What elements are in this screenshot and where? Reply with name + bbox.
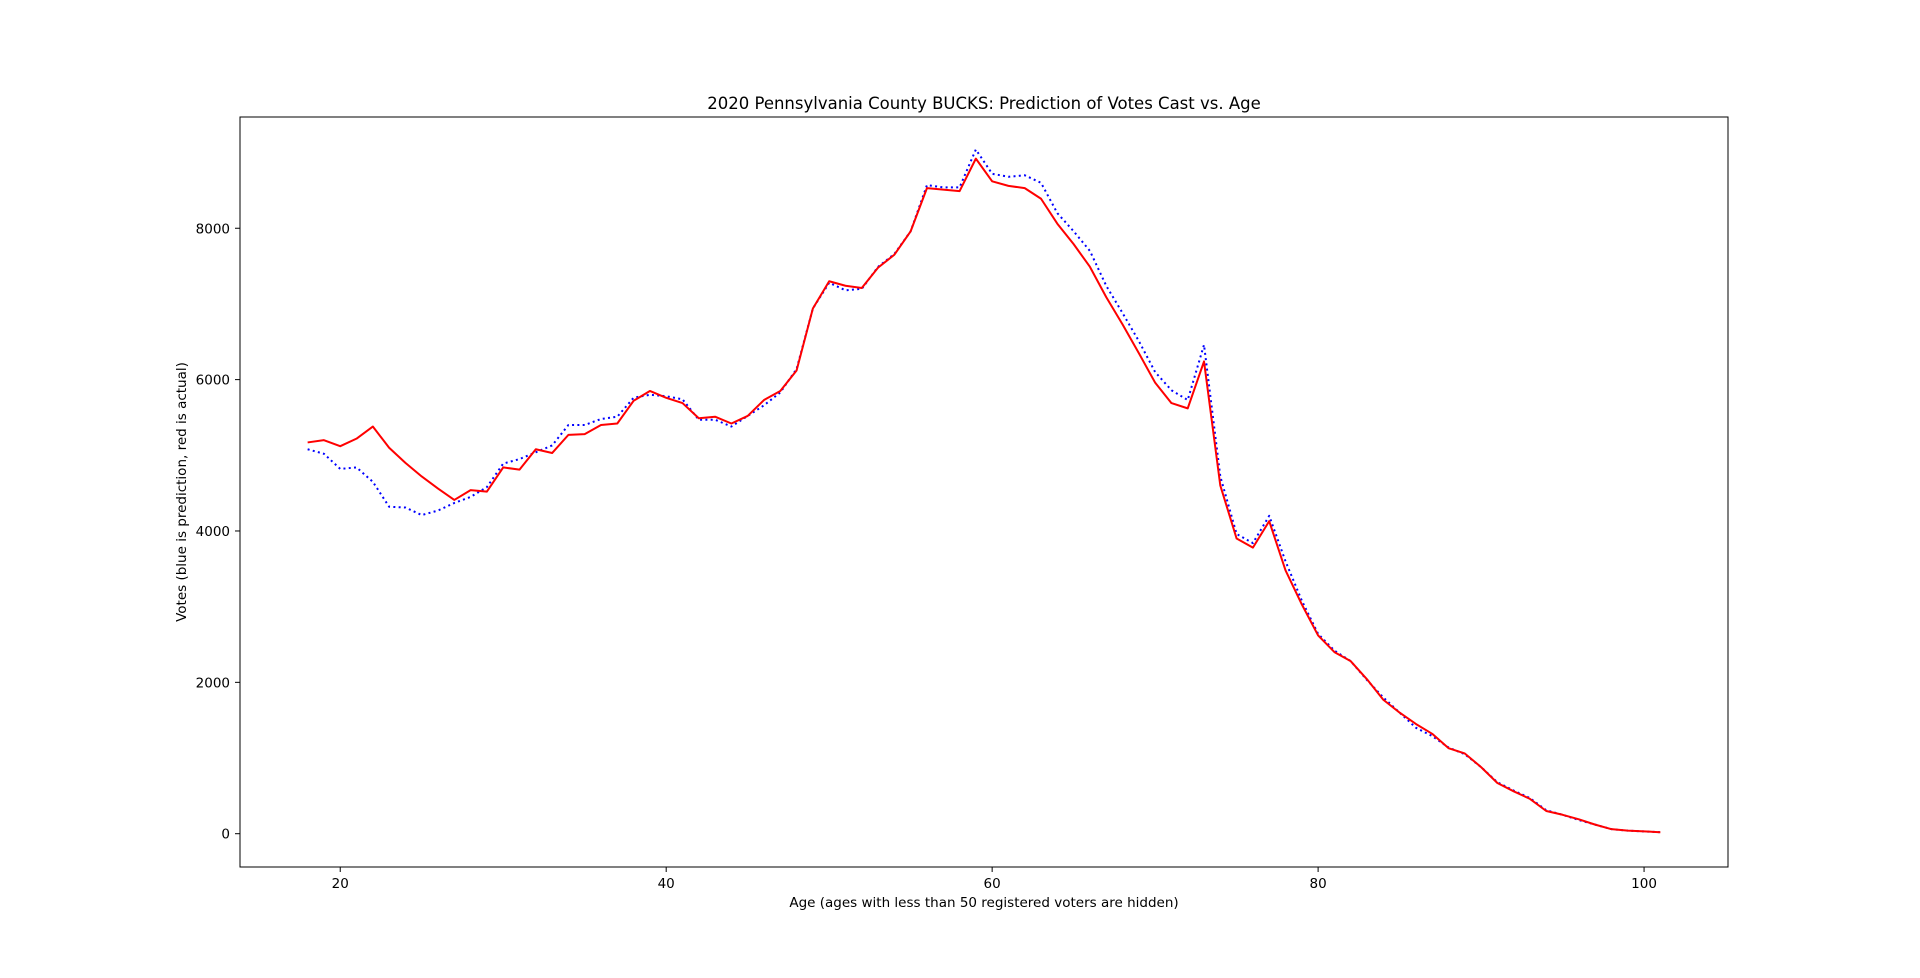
x-tick-label: 80 [1310, 876, 1327, 892]
y-tick-label: 0 [221, 827, 230, 843]
y-tick-label: 4000 [196, 524, 230, 540]
x-axis: 20 40 60 80 100 [332, 867, 1657, 892]
x-tick-label: 20 [332, 876, 349, 892]
plot-frame [239, 116, 1729, 868]
x-tick-label: 40 [658, 876, 675, 892]
y-tick-label: 6000 [196, 373, 230, 389]
x-axis-label: Age (ages with less than 50 registered v… [789, 895, 1178, 911]
x-tick-label: 60 [984, 876, 1001, 892]
y-axis: 0 2000 4000 6000 8000 [196, 221, 240, 843]
chart-title: 2020 Pennsylvania County BUCKS: Predicti… [707, 94, 1261, 113]
series-layer [307, 148, 1661, 834]
x-tick-label: 100 [1631, 876, 1657, 892]
y-axis-label: Votes (blue is prediction, red is actual… [174, 362, 190, 622]
series-line-prediction [307, 148, 1661, 834]
y-tick-label: 8000 [196, 221, 230, 237]
y-tick-label: 2000 [196, 675, 230, 691]
series-line-actual [307, 157, 1661, 834]
